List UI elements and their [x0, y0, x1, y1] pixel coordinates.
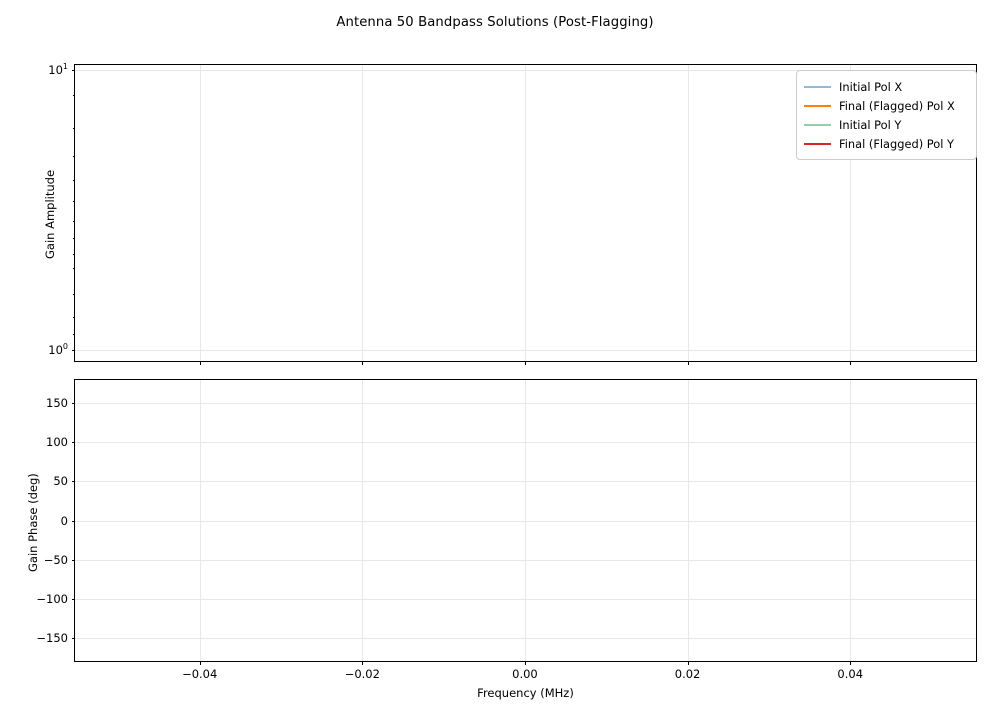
ytick-label: 150	[46, 396, 68, 411]
legend: Initial Pol X Final (Flagged) Pol X Init…	[796, 70, 977, 160]
ytick-major	[71, 598, 75, 600]
gridline-vertical	[362, 65, 364, 361]
ytick-major	[71, 481, 75, 483]
ytick-minor	[73, 201, 75, 203]
amplitude-axis-label-text: Gain Amplitude	[43, 169, 57, 259]
ytick-label: 0	[60, 513, 68, 528]
ytick-label: −150	[36, 630, 68, 645]
ytick-minor	[73, 316, 75, 318]
xtick-label: 0.02	[674, 667, 701, 681]
ytick-label-amp-10e1: 101	[48, 62, 68, 78]
ytick-minor	[73, 253, 75, 255]
legend-line-icon	[804, 123, 831, 126]
ytick-minor	[73, 334, 75, 336]
ytick-major	[71, 442, 75, 444]
phase-plot-area	[75, 380, 976, 661]
gridline-vertical	[850, 380, 852, 661]
gridline-vertical	[687, 65, 689, 361]
legend-line-icon	[804, 104, 831, 107]
ytick-minor	[73, 237, 75, 239]
ytick-minor	[73, 294, 75, 296]
xtick-major	[524, 661, 526, 665]
phase-axes: 150 100 50 0 −50 −100 −150 −0.04 −0.02 0…	[26, 379, 977, 681]
gridline-vertical	[850, 65, 852, 361]
legend-entry-final-pol-x: Final (Flagged) Pol X	[804, 96, 968, 115]
gridline-vertical	[524, 65, 526, 361]
legend-label: Final (Flagged) Pol Y	[839, 136, 954, 151]
legend-line-icon	[804, 142, 831, 145]
xtick-label: −0.04	[182, 667, 218, 681]
ytick-major	[71, 70, 75, 72]
ytick-label: −100	[36, 591, 68, 606]
phase-axis-label-text: Gain Phase (deg)	[26, 472, 40, 572]
gridline-vertical	[524, 380, 526, 661]
gridline-vertical	[362, 380, 364, 661]
ytick-label: 100	[46, 435, 68, 450]
legend-entry-initial-pol-x: Initial Pol X	[804, 77, 968, 96]
ytick-minor	[73, 268, 75, 270]
legend-label: Initial Pol X	[839, 79, 903, 94]
gridline-vertical	[687, 380, 689, 661]
ytick-minor	[73, 95, 75, 97]
gridline-vertical	[199, 65, 201, 361]
ytick-major	[71, 559, 75, 561]
ytick-minor	[73, 155, 75, 157]
xtick-major	[362, 361, 364, 365]
ytick-label-amp-10e0: 100	[48, 342, 68, 358]
frequency-axis-label-text: Frequency (MHz)	[477, 686, 574, 700]
xtick-major	[199, 361, 201, 365]
xtick-label: 0.00	[512, 667, 538, 681]
legend-entry-initial-pol-y: Initial Pol Y	[804, 115, 968, 134]
ytick-major	[71, 403, 75, 405]
legend-label: Initial Pol Y	[839, 117, 902, 132]
ytick-major	[71, 350, 75, 352]
frequency-axis-label: Frequency (MHz)	[0, 686, 990, 700]
xtick-major	[850, 361, 852, 365]
xtick-major	[362, 661, 364, 665]
figure-title: Antenna 50 Bandpass Solutions (Post-Flag…	[336, 15, 654, 30]
xtick-major	[850, 661, 852, 665]
ytick-label: −50	[43, 552, 68, 567]
ytick-minor	[73, 128, 75, 130]
xtick-major	[524, 361, 526, 365]
ytick-minor	[73, 220, 75, 222]
xtick-major	[199, 661, 201, 665]
ytick-minor	[73, 180, 75, 182]
ytick-major	[71, 520, 75, 522]
legend-label: Final (Flagged) Pol X	[839, 98, 955, 113]
gridline-vertical	[199, 380, 201, 661]
legend-line-icon	[804, 85, 831, 88]
xtick-label: 0.04	[837, 667, 864, 681]
amplitude-plot-area	[75, 65, 976, 361]
ytick-major	[71, 637, 75, 639]
xtick-major	[687, 661, 689, 665]
ytick-label: 50	[53, 474, 68, 489]
xtick-label: −0.02	[344, 667, 380, 681]
xtick-major	[687, 361, 689, 365]
legend-entry-final-pol-y: Final (Flagged) Pol Y	[804, 134, 968, 153]
